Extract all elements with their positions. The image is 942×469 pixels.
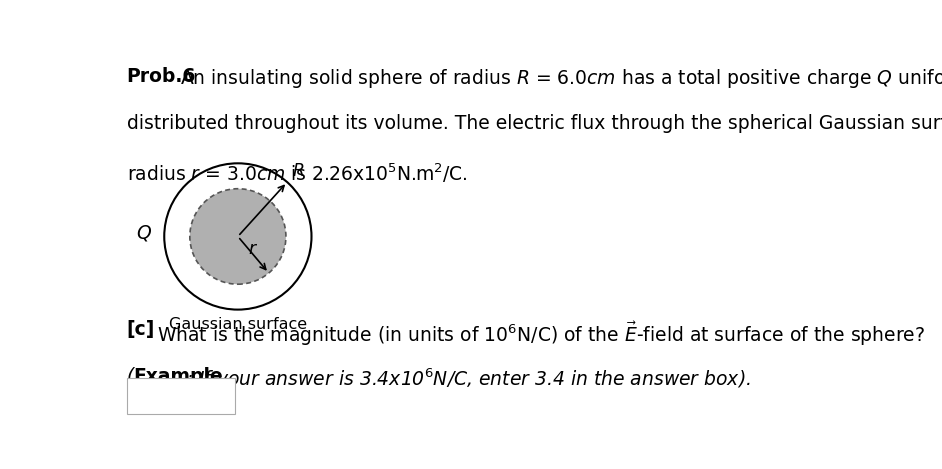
Text: R: R — [293, 162, 305, 180]
FancyBboxPatch shape — [126, 378, 235, 414]
Ellipse shape — [190, 189, 286, 284]
Text: An insulating solid sphere of radius $\mathit{R}$ = 6.0$\mathit{cm}$ has a total: An insulating solid sphere of radius $\m… — [180, 67, 942, 90]
Text: [c]: [c] — [126, 320, 154, 339]
Text: : If your answer is 3.4x10$^6$N/C, enter 3.4 in the answer box).: : If your answer is 3.4x10$^6$N/C, enter… — [187, 367, 751, 393]
Text: What is the magnitude (in units of 10$^6$N/C) of the $\vec{E}$-field at surface : What is the magnitude (in units of 10$^6… — [157, 320, 925, 348]
Text: Example: Example — [133, 367, 223, 386]
Text: (: ( — [126, 367, 134, 386]
Text: Q: Q — [137, 223, 151, 242]
Text: r: r — [249, 240, 256, 258]
Ellipse shape — [164, 163, 312, 310]
Text: Prob.6: Prob.6 — [126, 67, 196, 86]
Text: radius $\mathit{r}$ = 3.0$\mathit{cm}$ is 2.26x10$^5$N.m$^2$/C.: radius $\mathit{r}$ = 3.0$\mathit{cm}$ i… — [126, 161, 467, 184]
Text: Gaussian surface: Gaussian surface — [169, 317, 307, 332]
Text: distributed throughout its volume. The electric flux through the spherical Gauss: distributed throughout its volume. The e… — [126, 114, 942, 133]
